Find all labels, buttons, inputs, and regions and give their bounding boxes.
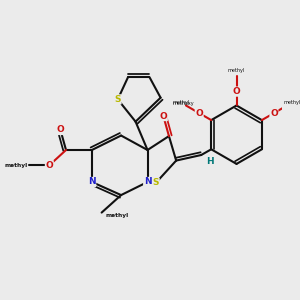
Text: methyl: methyl bbox=[172, 100, 189, 105]
Text: S: S bbox=[153, 178, 159, 187]
Text: O: O bbox=[160, 112, 167, 121]
Text: O: O bbox=[195, 109, 203, 118]
Text: O: O bbox=[57, 125, 64, 134]
Text: O: O bbox=[45, 161, 53, 170]
Text: methyl: methyl bbox=[228, 68, 245, 73]
Text: O: O bbox=[233, 87, 240, 96]
Text: H: H bbox=[206, 157, 214, 166]
Text: S: S bbox=[115, 95, 121, 104]
Text: methoxy: methoxy bbox=[173, 101, 194, 106]
Text: methyl: methyl bbox=[284, 100, 300, 105]
Text: methyl: methyl bbox=[106, 213, 129, 218]
Text: methyl: methyl bbox=[4, 163, 28, 168]
Text: N: N bbox=[88, 178, 96, 187]
Text: N: N bbox=[144, 178, 151, 187]
Text: O: O bbox=[270, 109, 278, 118]
